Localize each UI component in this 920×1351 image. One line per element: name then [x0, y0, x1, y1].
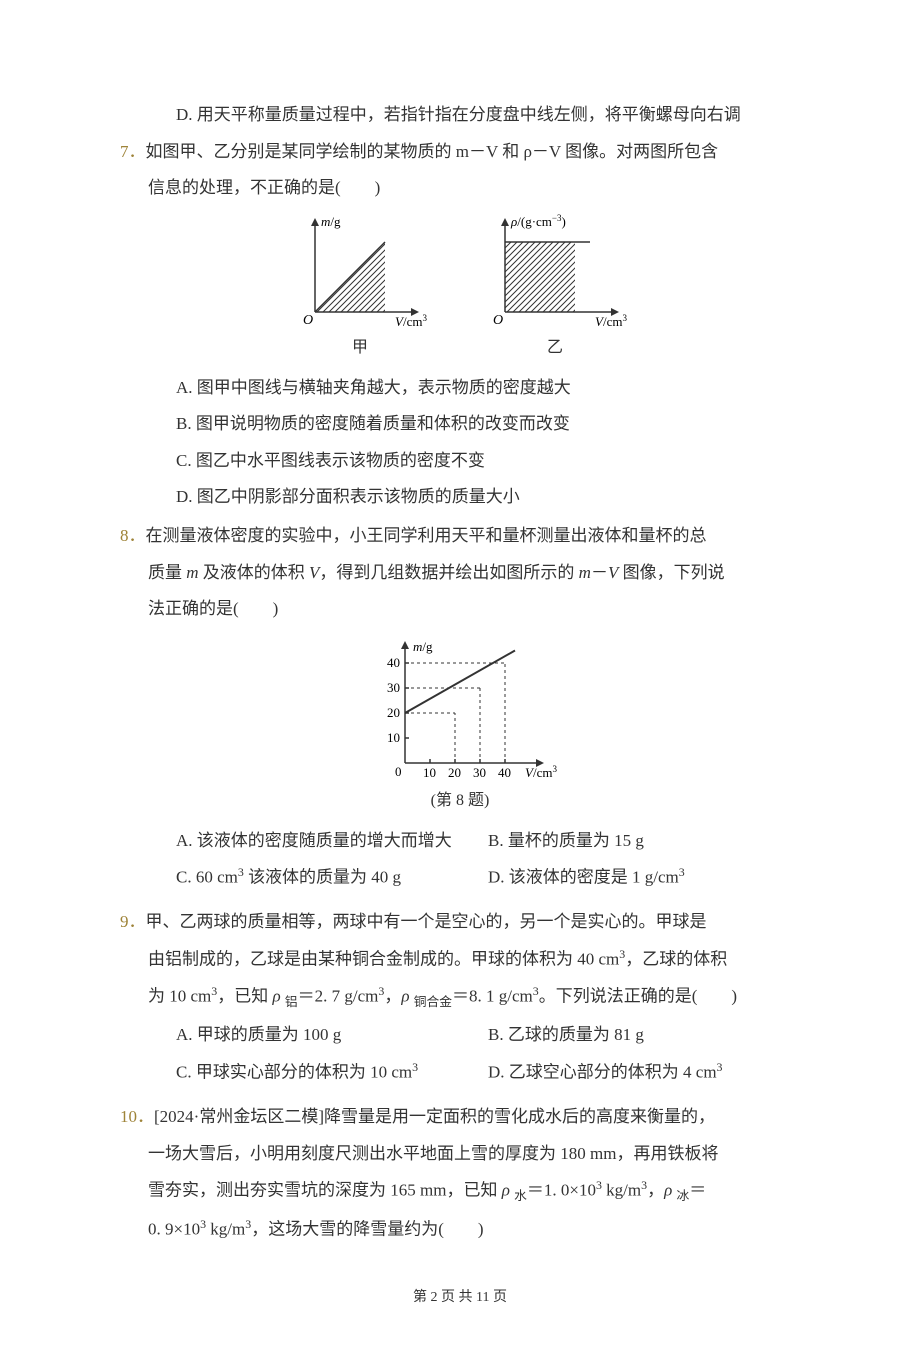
q7-jia-ylabel: m/g: [321, 214, 341, 229]
q7-figure-jia: m/g V/cm3 O 甲: [285, 212, 435, 363]
q9-option-c: C. 甲球实心部分的体积为 10 cm3: [176, 1057, 488, 1088]
q8-ytick-40: 40: [387, 655, 400, 670]
q9-options: A. 甲球的质量为 100 g B. 乙球的质量为 81 g C. 甲球实心部分…: [120, 1020, 800, 1094]
question-10: 10．[2024·常州金坛区二模]降雪量是用一定面积的雪化成水后的高度来衡量的，…: [120, 1102, 800, 1245]
q7-figure-yi: ρ/(g·cm−3) V/cm3 O 乙: [475, 212, 635, 363]
q10-stem-line3: 雪夯实，测出夯实雪坑的深度为 165 mm，已知 ρ 水＝1. 0×103 kg…: [120, 1175, 800, 1208]
q8-figure: m/g V/cm3 0 40 30 20 10 10 20 30: [120, 633, 800, 816]
q9-option-b: B. 乙球的质量为 81 g: [488, 1020, 800, 1051]
q8-xtick-10: 10: [423, 765, 436, 780]
q10-stem-line2: 一场大雪后，小明用刻度尺测出水平地面上雪的厚度为 180 mm，再用铁板将: [120, 1139, 800, 1170]
q10-stem-line4: 0. 9×103 kg/m3，这场大雪的降雪量约为( ): [120, 1214, 800, 1245]
q8-stem-text1: 在测量液体密度的实验中，小王同学利用天平和量杯测量出液体和量杯的总: [146, 526, 707, 545]
q9-option-d: D. 乙球空心部分的体积为 4 cm3: [488, 1057, 800, 1088]
q8-option-c: C. 60 cm3 该液体的质量为 40 g: [176, 862, 488, 893]
q10-stem-line1: 10．[2024·常州金坛区二模]降雪量是用一定面积的雪化成水后的高度来衡量的，: [120, 1102, 800, 1133]
q9-option-a: A. 甲球的质量为 100 g: [176, 1020, 488, 1051]
q7-yi-ylabel: ρ/(g·cm−3): [510, 213, 566, 229]
q8-stem-line1: 8．在测量液体密度的实验中，小王同学利用天平和量杯测量出液体和量杯的总: [120, 521, 800, 552]
q7-number: 7．: [120, 142, 146, 161]
question-8: 8．在测量液体密度的实验中，小王同学利用天平和量杯测量出液体和量杯的总 质量 m…: [120, 521, 800, 899]
q7-options: A. 图甲中图线与横轴夹角越大，表示物质的密度越大 B. 图甲说明物质的密度随着…: [120, 373, 800, 513]
q8-stem-line2: 质量 m 及液体的体积 V，得到几组数据并绘出如图所示的 m－V 图像，下列说: [120, 558, 800, 589]
q7-yi-origin: O: [493, 313, 503, 328]
q7-stem-line1: 7．如图甲、乙分别是某同学绘制的某物质的 m－V 和 ρ－V 图像。对两图所包含: [120, 137, 800, 168]
q9-number: 9．: [120, 912, 146, 931]
q8-ytick-30: 30: [387, 680, 400, 695]
q8-ylabel: m/g: [413, 639, 433, 654]
question-7: 7．如图甲、乙分别是某同学绘制的某物质的 m－V 和 ρ－V 图像。对两图所包含…: [120, 137, 800, 513]
q7-stem-text1: 如图甲、乙分别是某同学绘制的某物质的 m－V 和 ρ－V 图像。对两图所包含: [146, 142, 719, 161]
q9-stem-line1: 9．甲、乙两球的质量相等，两球中有一个是空心的，另一个是实心的。甲球是: [120, 907, 800, 938]
q7-option-a: A. 图甲中图线与横轴夹角越大，表示物质的密度越大: [176, 373, 800, 404]
q8-origin: 0: [395, 764, 402, 779]
q7-yi-caption: 乙: [475, 334, 635, 363]
prev-option-d: D. 用天平称量质量过程中，若指针指在分度盘中线左侧，将平衡螺母向右调: [120, 100, 800, 131]
q8-option-b: B. 量杯的质量为 15 g: [488, 826, 800, 857]
q7-option-c: C. 图乙中水平图线表示该物质的密度不变: [176, 446, 800, 477]
q8-option-d: D. 该液体的密度是 1 g/cm3: [488, 862, 800, 893]
q8-xtick-30: 30: [473, 765, 486, 780]
q7-yi-xlabel: V/cm3: [595, 313, 627, 329]
q7-jia-origin: O: [303, 313, 313, 328]
q8-stem-line3: 法正确的是( ): [120, 594, 800, 625]
q8-number: 8．: [120, 526, 146, 545]
q10-tag: [2024·常州金坛区二模]: [154, 1107, 324, 1126]
q8-option-a: A. 该液体的密度随质量的增大而增大: [176, 826, 488, 857]
q8-ytick-10: 10: [387, 730, 400, 745]
q7-stem-line2: 信息的处理，不正确的是( ): [120, 173, 800, 204]
q8-xtick-20: 20: [448, 765, 461, 780]
page-footer: 第 2 页 共 11 页: [120, 1285, 800, 1310]
q9-stem-line2: 由铝制成的，乙球是由某种铜合金制成的。甲球的体积为 40 cm3，乙球的体积: [120, 944, 800, 975]
q7-option-d: D. 图乙中阴影部分面积表示该物质的质量大小: [176, 482, 800, 513]
page-content: D. 用天平称量质量过程中，若指针指在分度盘中线左侧，将平衡螺母向右调 7．如图…: [0, 0, 920, 1351]
q7-option-b: B. 图甲说明物质的密度随着质量和体积的改变而改变: [176, 409, 800, 440]
q8-options: A. 该液体的密度随质量的增大而增大 B. 量杯的质量为 15 g C. 60 …: [120, 826, 800, 900]
q9-stem-line3: 为 10 cm3，已知 ρ 铝＝2. 7 g/cm3，ρ 铜合金＝8. 1 g/…: [120, 981, 800, 1014]
q10-number: 10．: [120, 1107, 154, 1126]
q7-figure-row: m/g V/cm3 O 甲: [120, 212, 800, 363]
q10-stem-text1: 降雪量是用一定面积的雪化成水后的高度来衡量的，: [324, 1107, 715, 1126]
q8-ytick-20: 20: [387, 705, 400, 720]
question-9: 9．甲、乙两球的质量相等，两球中有一个是空心的，另一个是实心的。甲球是 由铝制成…: [120, 907, 800, 1094]
q8-xtick-40: 40: [498, 765, 511, 780]
q9-stem-text1: 甲、乙两球的质量相等，两球中有一个是空心的，另一个是实心的。甲球是: [146, 912, 707, 931]
q8-figure-caption: (第 8 题): [120, 787, 800, 816]
q7-jia-caption: 甲: [285, 334, 435, 363]
q8-xlabel: V/cm3: [525, 764, 557, 780]
q7-jia-xlabel: V/cm3: [395, 313, 427, 329]
